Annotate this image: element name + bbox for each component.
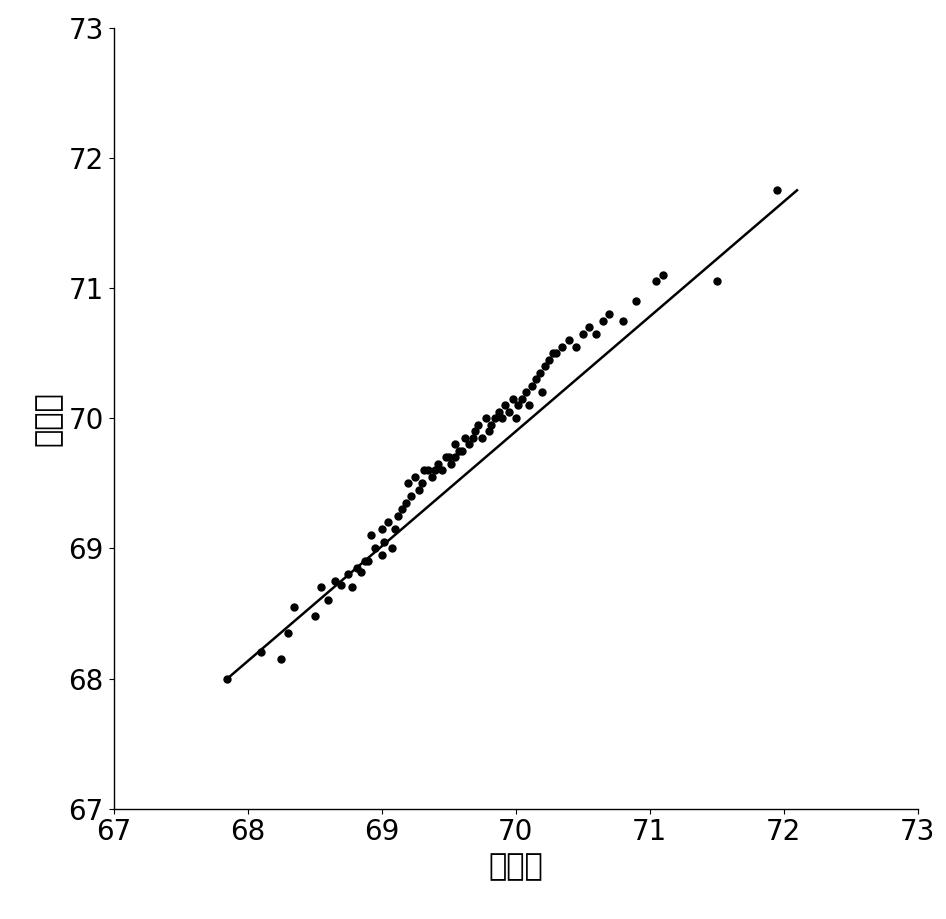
Point xyxy=(569,339,584,354)
Point xyxy=(521,398,536,413)
Point xyxy=(492,404,507,419)
Point xyxy=(628,293,643,308)
Point xyxy=(287,599,302,614)
Point xyxy=(656,267,671,282)
Point xyxy=(555,339,570,354)
Point xyxy=(447,437,463,451)
Point xyxy=(414,476,429,491)
Point xyxy=(408,470,423,484)
Point xyxy=(470,417,485,432)
Point xyxy=(501,404,517,419)
Point xyxy=(524,379,539,393)
Point xyxy=(769,183,784,198)
Point xyxy=(562,333,577,347)
Point xyxy=(457,430,472,445)
Point xyxy=(354,564,369,579)
Point xyxy=(321,593,336,607)
Point xyxy=(403,489,418,504)
Point xyxy=(511,398,526,413)
Point xyxy=(398,495,413,510)
Point xyxy=(575,326,590,341)
Point xyxy=(518,385,534,400)
Point xyxy=(417,463,432,478)
Point xyxy=(438,449,453,464)
Point xyxy=(709,274,724,289)
Point xyxy=(483,417,499,432)
Point xyxy=(421,463,436,478)
Point xyxy=(385,541,400,556)
Point xyxy=(314,580,329,595)
Point xyxy=(528,371,543,386)
Point xyxy=(595,313,610,328)
Point xyxy=(390,508,405,523)
Point xyxy=(615,313,630,328)
Point xyxy=(515,391,530,406)
Point xyxy=(479,411,494,425)
Point xyxy=(367,541,382,556)
Point xyxy=(374,521,389,536)
Point xyxy=(401,476,416,491)
Point xyxy=(588,326,604,341)
Point xyxy=(394,502,410,516)
Point xyxy=(498,398,513,413)
Point xyxy=(280,626,295,641)
Point xyxy=(344,580,359,595)
Point xyxy=(465,430,481,445)
Point xyxy=(447,449,463,464)
Point xyxy=(541,352,556,367)
Point xyxy=(430,457,446,471)
Point xyxy=(467,424,482,438)
Point xyxy=(482,424,497,438)
Point xyxy=(461,437,476,451)
Point xyxy=(334,577,349,592)
Point xyxy=(327,573,342,588)
Point xyxy=(533,365,548,380)
Point xyxy=(387,521,402,536)
Point xyxy=(254,645,269,660)
Point xyxy=(505,391,520,406)
Point xyxy=(451,443,466,458)
Point xyxy=(219,671,235,686)
Point xyxy=(488,411,503,425)
Point xyxy=(425,470,440,484)
Point xyxy=(358,554,373,569)
Point xyxy=(428,463,443,478)
Point xyxy=(582,320,597,335)
Point xyxy=(377,535,392,550)
Point xyxy=(475,430,490,445)
Point xyxy=(534,385,550,400)
Point xyxy=(546,346,561,360)
Point xyxy=(441,449,456,464)
Point xyxy=(273,652,289,666)
Point xyxy=(412,482,427,497)
Point xyxy=(495,411,510,425)
Point xyxy=(307,608,322,623)
Point xyxy=(444,457,459,471)
Point xyxy=(363,528,378,542)
Point xyxy=(341,567,356,582)
Point xyxy=(454,443,469,458)
Point xyxy=(649,274,664,289)
Point xyxy=(602,307,617,322)
Point xyxy=(360,554,376,569)
Y-axis label: 预测値: 预测値 xyxy=(34,391,62,446)
Point xyxy=(434,463,449,478)
X-axis label: 实际値: 实际値 xyxy=(488,852,543,881)
Point xyxy=(548,346,563,360)
Point xyxy=(380,515,395,529)
Point xyxy=(537,358,552,373)
Point xyxy=(374,548,389,562)
Point xyxy=(508,411,523,425)
Point xyxy=(350,561,365,575)
